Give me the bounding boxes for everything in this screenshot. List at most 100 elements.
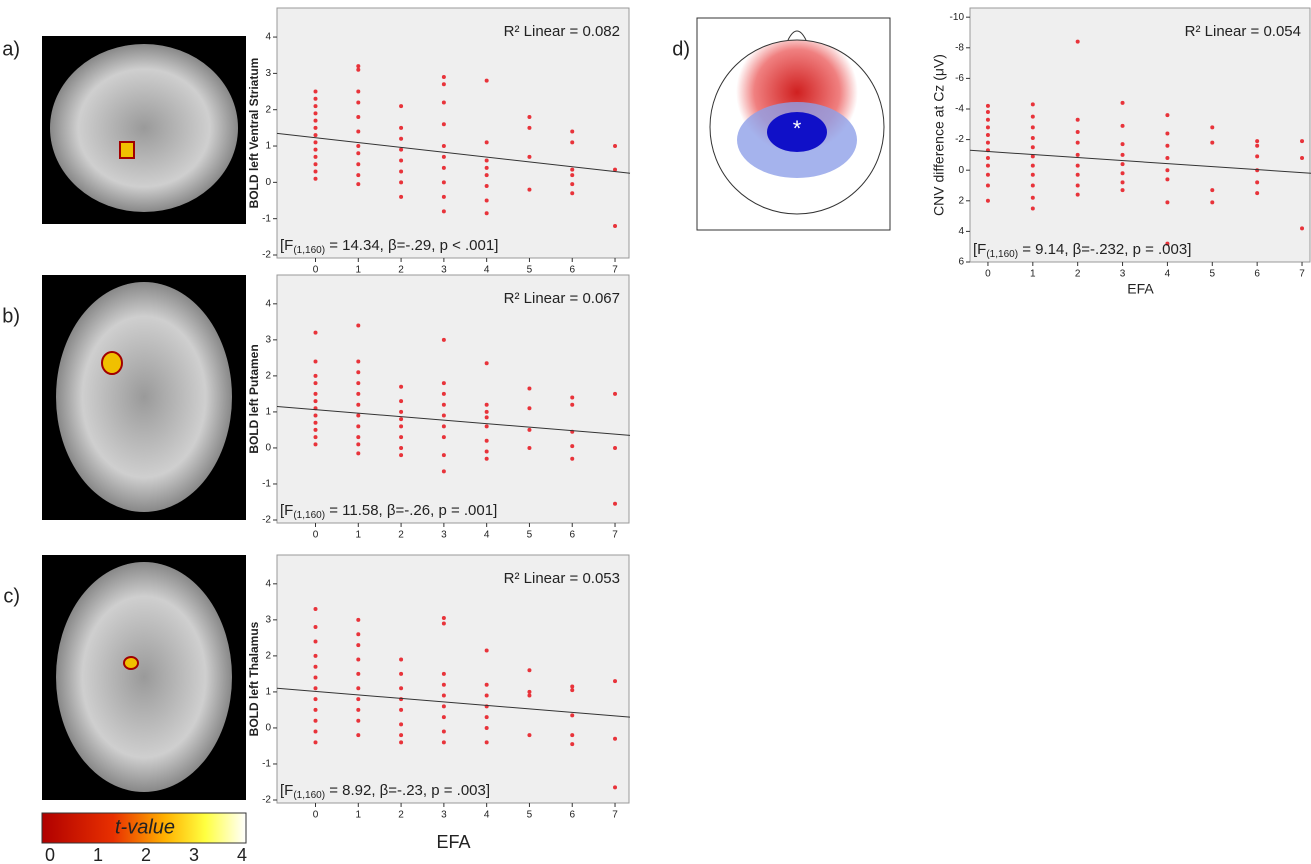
stats-rest: = 11.58, β=-.26, p = .001] xyxy=(325,502,497,519)
point xyxy=(399,169,404,174)
point xyxy=(1075,183,1080,188)
point xyxy=(484,424,489,429)
point xyxy=(570,733,575,738)
point xyxy=(441,704,446,709)
point xyxy=(1030,172,1035,177)
y-tick-label: 2 xyxy=(958,195,964,206)
point xyxy=(985,125,990,130)
point xyxy=(1120,123,1125,128)
point xyxy=(1300,139,1305,144)
r2-annotation: R² Linear = 0.082 xyxy=(504,23,620,40)
point xyxy=(570,713,575,718)
point xyxy=(570,191,575,196)
point xyxy=(985,155,990,160)
y-tick-label: -4 xyxy=(955,104,964,115)
colorbar xyxy=(41,812,247,844)
point xyxy=(356,671,361,676)
point xyxy=(313,169,318,174)
point xyxy=(1030,206,1035,211)
point xyxy=(613,679,618,684)
point xyxy=(1255,154,1260,159)
point xyxy=(356,643,361,648)
point xyxy=(313,96,318,101)
point xyxy=(484,449,489,454)
point xyxy=(313,104,318,109)
y-tick-label: 4 xyxy=(958,226,964,237)
point xyxy=(399,722,404,727)
fit-line xyxy=(969,149,1311,174)
y-tick-label: 3 xyxy=(265,68,271,79)
point xyxy=(527,125,532,130)
point xyxy=(399,136,404,141)
point xyxy=(399,147,404,152)
plot-area xyxy=(969,7,1311,263)
x-tick-label: 0 xyxy=(313,530,319,541)
x-tick-label: 6 xyxy=(1254,269,1260,280)
point xyxy=(1255,143,1260,148)
point xyxy=(356,129,361,134)
point xyxy=(613,445,618,450)
point xyxy=(399,686,404,691)
point xyxy=(399,740,404,745)
y-tick-label: -2 xyxy=(262,515,271,526)
point xyxy=(613,223,618,228)
y-tick-label: -2 xyxy=(262,250,271,261)
point xyxy=(399,399,404,404)
point xyxy=(1165,241,1170,246)
point xyxy=(527,668,532,673)
y-tick-label: 4 xyxy=(265,32,271,43)
point xyxy=(1030,183,1035,188)
point xyxy=(313,118,318,123)
point xyxy=(313,359,318,364)
y-tick-label: 3 xyxy=(265,334,271,345)
point xyxy=(570,182,575,187)
point xyxy=(1075,192,1080,197)
y-tick-label: 4 xyxy=(265,298,271,309)
point xyxy=(1120,188,1125,193)
point xyxy=(356,697,361,702)
x-tick-label: 5 xyxy=(527,265,533,276)
y-tick-label: 0 xyxy=(265,177,271,188)
point xyxy=(313,176,318,181)
y-tick-label: 0 xyxy=(265,723,271,734)
y-axis-label: BOLD left Thalamus xyxy=(247,621,261,736)
point xyxy=(441,144,446,149)
point xyxy=(441,621,446,626)
point xyxy=(356,435,361,440)
stats-sub: (1,160) xyxy=(293,245,325,256)
point xyxy=(570,402,575,407)
point xyxy=(399,158,404,163)
fit-line xyxy=(276,406,631,436)
point xyxy=(484,173,489,178)
point xyxy=(1075,117,1080,122)
point xyxy=(484,715,489,720)
point xyxy=(484,211,489,216)
point xyxy=(441,413,446,418)
y-tick-label: 1 xyxy=(265,141,271,152)
point xyxy=(484,158,489,163)
point xyxy=(484,740,489,745)
x-tick-label: 4 xyxy=(484,265,490,276)
point xyxy=(570,140,575,145)
point xyxy=(570,444,575,449)
point xyxy=(441,424,446,429)
stats-annotation: [F(1,160) = 9.14, β=-.232, p = .003] xyxy=(973,241,1191,260)
point xyxy=(356,182,361,187)
r2-annotation: R² Linear = 0.053 xyxy=(504,570,620,587)
point xyxy=(313,391,318,396)
x-axis-label: EFA xyxy=(1127,281,1154,297)
point xyxy=(613,167,618,172)
stats-rest: = 8.92, β=-.23, p = .003] xyxy=(325,782,490,799)
x-tick-label: 1 xyxy=(356,265,362,276)
point xyxy=(484,198,489,203)
fit-line xyxy=(276,687,631,718)
x-tick-label: 7 xyxy=(1299,269,1305,280)
point xyxy=(1120,180,1125,185)
point xyxy=(1210,125,1215,130)
point xyxy=(985,198,990,203)
colorbar-tick: 2 xyxy=(141,845,151,864)
point xyxy=(313,607,318,612)
point xyxy=(527,386,532,391)
point xyxy=(441,337,446,342)
